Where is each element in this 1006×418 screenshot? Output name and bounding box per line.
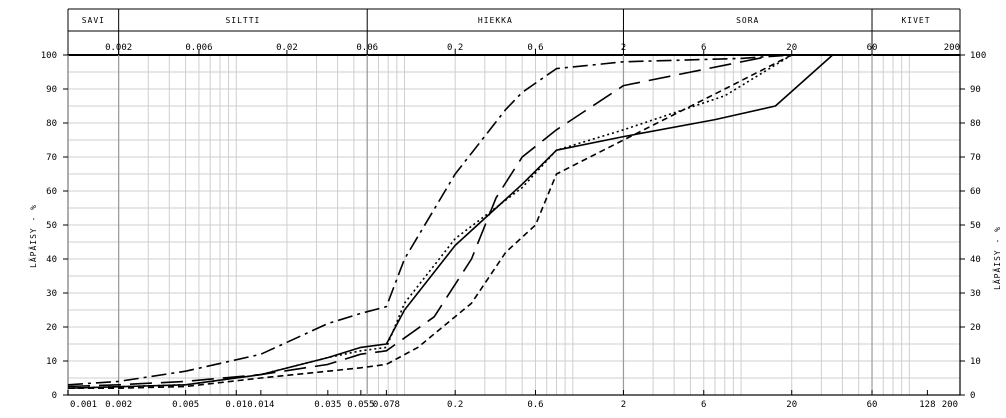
x-tick-label-bottom: 0.055 (347, 400, 374, 410)
series-group (67, 54, 834, 390)
x-tick-label-bottom: 0.035 (314, 400, 341, 410)
x-tick-label-top: 0.06 (356, 43, 378, 53)
y-axis-label-right: LÄPÄISY - % (992, 226, 1002, 290)
y-tick-label-right: 50 (970, 221, 981, 231)
soil-class-label: SAVI (82, 16, 105, 25)
x-tick-label-bottom: 0.078 (373, 400, 400, 410)
x-tick-label-bottom: 0.002 (105, 400, 132, 410)
soil-class-label: KIVET (901, 16, 930, 25)
y-tick-label-left: 50 (46, 221, 57, 231)
y-tick-label-left: 0 (52, 391, 57, 401)
x-tick-label-bottom: 2 (621, 400, 626, 410)
y-axis-ticks: 0 0 10 10 20 20 30 30 40 40 50 50 60 60 70 70 80 80 90 90 10… (41, 51, 987, 401)
y-tick-label-right: 100 (970, 51, 986, 61)
soil-class-label: SILTTI (225, 16, 260, 25)
x-tick-label-top: 6 (701, 43, 706, 53)
series-line-short-dash (68, 54, 793, 390)
y-tick-label-right: 60 (970, 187, 981, 197)
x-tick-label-bottom: 0.005 (172, 400, 199, 410)
x-tick-label-bottom: 0.6 (527, 400, 543, 410)
y-tick-label-right: 0 (970, 391, 975, 401)
x-tick-label-top: 0.2 (447, 43, 463, 53)
x-tick-label-bottom: 0.2 (447, 400, 463, 410)
y-tick-label-right: 40 (970, 255, 981, 265)
x-tick-label-bottom: 200 (942, 400, 958, 410)
y-tick-label-left: 30 (46, 289, 57, 299)
x-tick-label-top: 20 (786, 43, 797, 53)
y-tick-label-left: 60 (46, 187, 57, 197)
x-tick-label-bottom: 6 (701, 400, 706, 410)
grid (68, 55, 960, 395)
soil-class-label: HIEKKA (478, 16, 513, 25)
y-tick-label-left: 100 (41, 51, 57, 61)
x-tick-label-bottom: 0.014 (247, 400, 274, 410)
x-tick-label-top: 200 (944, 43, 960, 53)
x-tick-label-bottom: 60 (867, 400, 878, 410)
series-line-long-dash (67, 54, 776, 388)
soil-class-header: SAVI SILTTI HIEKKA SORA KIVET (67, 8, 961, 55)
x-tick-label-top: 2 (621, 43, 626, 53)
series-line-dash-dot (67, 54, 792, 386)
y-tick-label-right: 20 (970, 323, 981, 333)
y-axis-label-left: LÄPÄISY - % (28, 204, 38, 268)
x-tick-label-bottom: 0.01 (225, 400, 247, 410)
y-tick-label-left: 80 (46, 119, 57, 129)
x-tick-label-top: 0.6 (527, 43, 543, 53)
x-axis-ticks: 0.002 0.006 0.02 0.06 0.2 0.6 2 6 20 60 200 0.001 0.… (67, 43, 961, 410)
y-tick-label-right: 30 (970, 289, 981, 299)
x-tick-label-bottom: 20 (786, 400, 797, 410)
soil-class-label: SORA (736, 16, 759, 25)
y-tick-label-left: 40 (46, 255, 57, 265)
x-tick-label-bottom: 128 (919, 400, 935, 410)
y-tick-label-right: 90 (970, 85, 981, 95)
y-tick-label-left: 70 (46, 153, 57, 163)
x-tick-label-bottom: 0.001 (70, 400, 97, 410)
y-tick-label-right: 10 (970, 357, 981, 367)
y-tick-label-right: 70 (970, 153, 981, 163)
y-tick-label-left: 10 (46, 357, 57, 367)
y-tick-label-left: 20 (46, 323, 57, 333)
y-tick-label-left: 90 (46, 85, 57, 95)
series-line-solid (67, 54, 834, 389)
x-tick-label-top: 0.006 (185, 43, 212, 53)
y-tick-label-right: 80 (970, 119, 981, 129)
x-tick-label-top: 60 (867, 43, 878, 53)
x-tick-label-top: 0.02 (276, 43, 298, 53)
x-tick-label-top: 0.002 (105, 43, 132, 53)
